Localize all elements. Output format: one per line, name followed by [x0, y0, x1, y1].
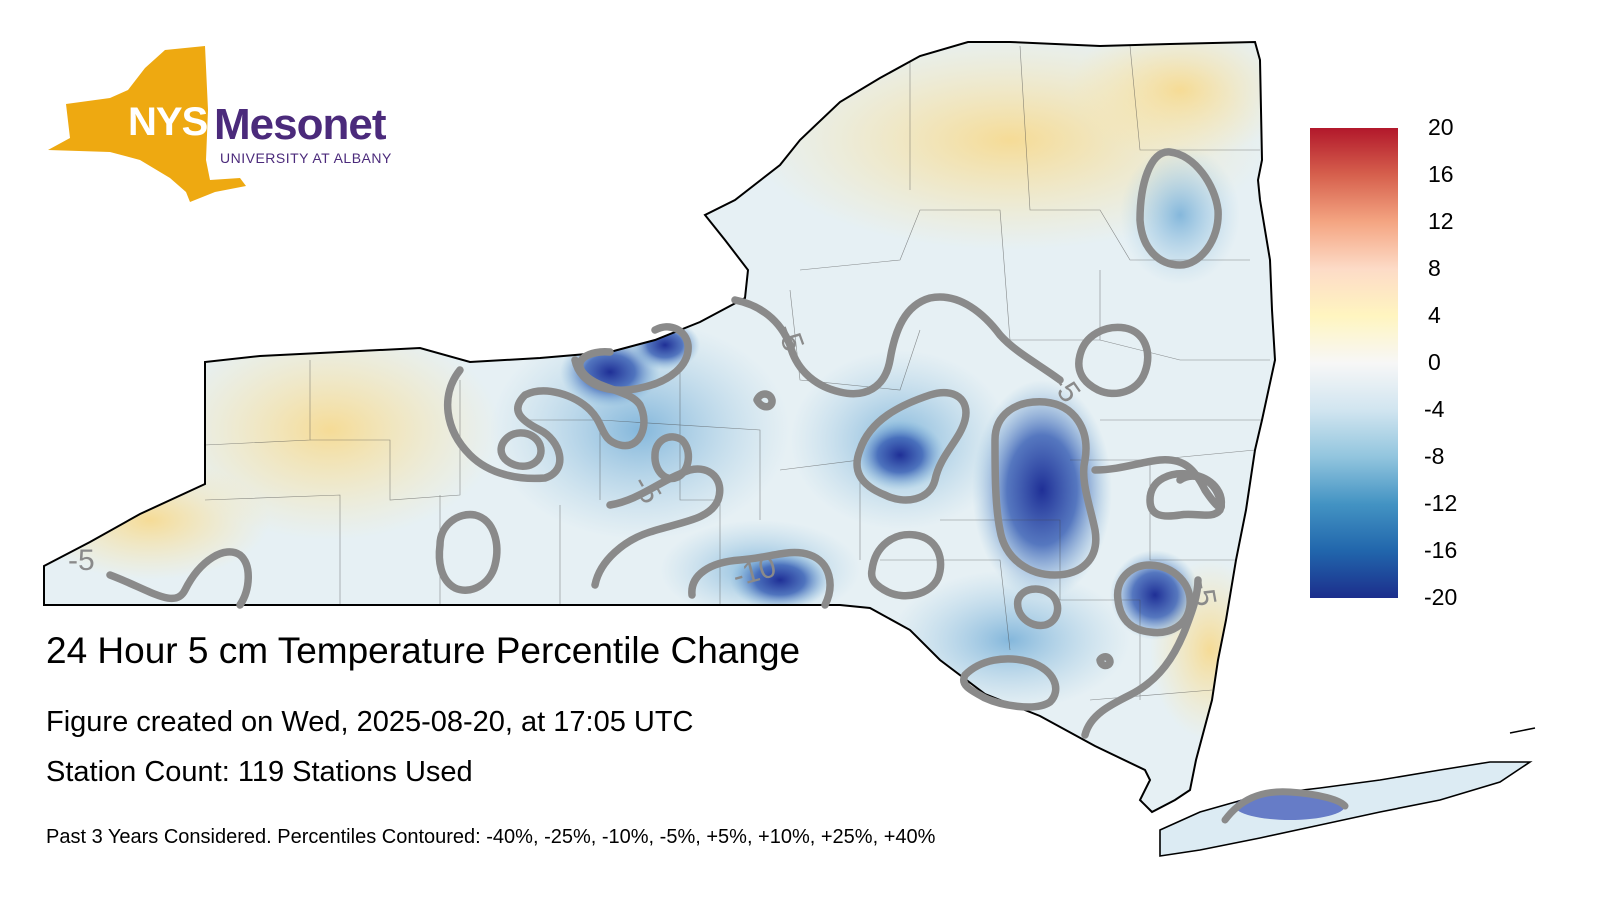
colorbar-tick-label: 16	[1428, 161, 1454, 187]
cold-core-central	[855, 420, 945, 490]
colorbar-scale	[1310, 128, 1398, 598]
colorbar-tick-label: -12	[1424, 490, 1458, 516]
contour-far-west	[106, 548, 252, 609]
contour-west-south	[435, 510, 501, 594]
logo-university-text: UNIVERSITY AT ALBANY	[220, 150, 392, 166]
state-outline	[43, 40, 1277, 814]
contour-catskill	[960, 655, 1060, 711]
colorbar-tick-label: -16	[1424, 537, 1458, 563]
contour-east-right	[1146, 470, 1225, 520]
contour-central-west	[591, 465, 724, 589]
contour-catskill-small	[1013, 585, 1062, 630]
contour-lake-loop	[571, 323, 692, 394]
contour-label: -5	[1185, 577, 1222, 609]
footnote: Past 3 Years Considered. Percentiles Con…	[46, 826, 936, 848]
contour-south-central	[867, 530, 945, 600]
logo-nys-text: NYS	[128, 100, 208, 144]
contour-hudson-dot	[1096, 653, 1114, 670]
colorbar-tick-label: -4	[1424, 396, 1445, 422]
contour-hudson-south	[1081, 576, 1202, 739]
contour-binghamton	[688, 548, 834, 609]
contour-central	[853, 388, 970, 504]
contour-long-island	[1221, 788, 1349, 824]
cold-area-long-island	[1235, 792, 1345, 820]
warm-area-southwest	[44, 460, 270, 580]
colorbar-tick-label: 12	[1428, 208, 1454, 234]
contour-north-tug	[731, 293, 1064, 398]
created-timestamp: Figure created on Wed, 2025-08-20, at 17…	[46, 706, 694, 738]
contour-hudson-loop	[1075, 323, 1152, 398]
contour-lines	[106, 148, 1225, 739]
colorbar-tick-label: -8	[1424, 443, 1445, 469]
station-count: Station Count: 119 Stations Used	[46, 756, 473, 788]
colorbar-tick-label: -20	[1424, 584, 1458, 610]
contour-label: -5	[68, 544, 95, 577]
colorbar-tick-label: 20	[1428, 114, 1454, 140]
contour-mohawk-core	[991, 398, 1100, 579]
long-island	[1159, 727, 1536, 857]
colorbar-tick-label: 8	[1428, 255, 1441, 281]
contour-small-loop	[497, 429, 545, 470]
contour-finger	[651, 433, 693, 483]
contour-adirondack	[1136, 148, 1222, 269]
county-lines	[204, 45, 1270, 701]
colorbar-tick-label: 0	[1428, 349, 1441, 375]
island-fragment	[1509, 727, 1536, 734]
colorbar-tick-label: 4	[1428, 302, 1441, 328]
figure-title: 24 Hour 5 cm Temperature Percentile Chan…	[46, 630, 801, 671]
warm-area-northeast	[1070, 42, 1275, 160]
ny-state-logo-shape	[48, 46, 246, 202]
colorbar	[1310, 128, 1398, 598]
contour-small-dot	[753, 390, 776, 411]
cold-core-binghamton	[730, 550, 830, 610]
logo-mesonet-text: Mesonet	[214, 100, 386, 149]
nys-mesonet-logo	[48, 46, 246, 202]
